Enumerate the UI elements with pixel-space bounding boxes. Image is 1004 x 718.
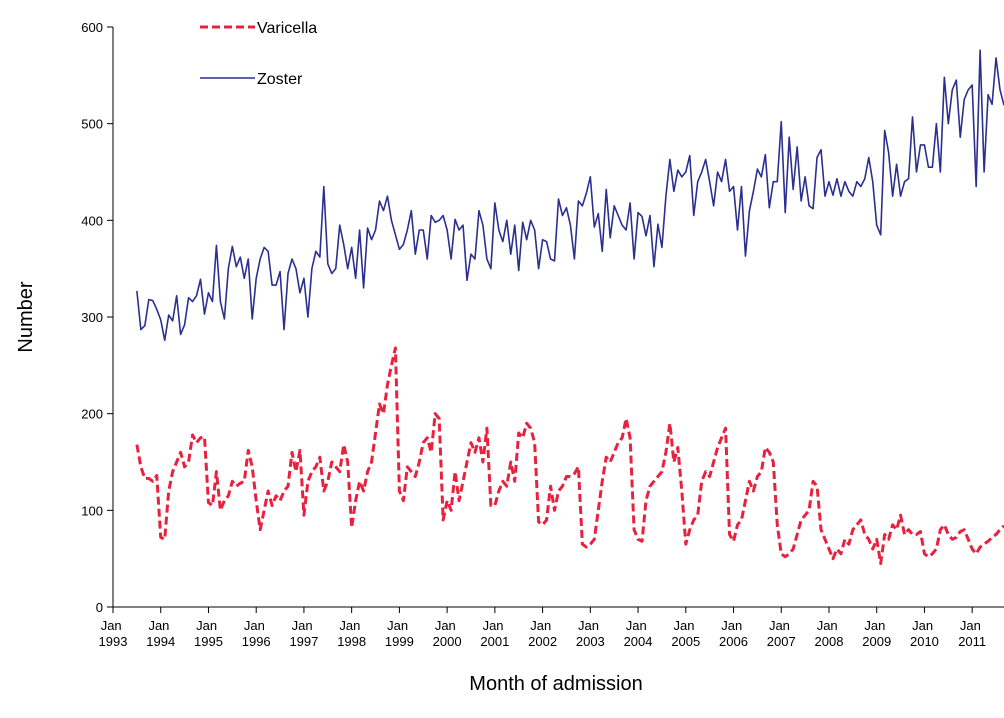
y-axis-title: Number xyxy=(15,281,37,352)
x-tick-label: Jan 2010 xyxy=(910,618,939,649)
x-tick-label: Jan 1993 xyxy=(99,618,128,649)
x-tick-label: Jan 2002 xyxy=(528,618,557,649)
x-tick-label: Jan 1994 xyxy=(146,618,175,649)
x-tick-label: Jan 2003 xyxy=(576,618,605,649)
x-tick-label: Jan 2004 xyxy=(624,618,653,649)
series-line xyxy=(136,49,1004,341)
x-axis-title: Month of admission xyxy=(469,673,642,695)
y-tick-label: 400 xyxy=(81,213,103,228)
legend-label: Zoster xyxy=(257,71,303,88)
x-tick-label: Jan 2006 xyxy=(719,618,748,649)
x-tick-label: Jan 1997 xyxy=(289,618,318,649)
y-tick-label: 500 xyxy=(81,117,103,132)
x-tick-label: Jan 2000 xyxy=(433,618,462,649)
y-tick-label: 0 xyxy=(96,600,103,615)
y-tick-label: 200 xyxy=(81,407,103,422)
x-tick-label: Jan 1996 xyxy=(242,618,271,649)
x-tick-label: Jan 2007 xyxy=(767,618,796,649)
x-tick-label: Jan 2008 xyxy=(815,618,844,649)
x-tick-label: Jan 1998 xyxy=(337,618,366,649)
x-tick-label: Jan 2001 xyxy=(480,618,509,649)
series-line xyxy=(135,346,1004,565)
y-tick-label: 100 xyxy=(81,503,103,518)
x-tick-label: Jan 2009 xyxy=(862,618,891,649)
y-tick-label: 300 xyxy=(81,310,103,325)
x-tick-label: Jan 1995 xyxy=(194,618,223,649)
x-tick-label: Jan 2011 xyxy=(958,618,986,649)
x-tick-label: Jan 1999 xyxy=(385,618,414,649)
legend-label: Varicella xyxy=(257,20,317,37)
y-tick-label: 600 xyxy=(81,20,103,35)
x-tick-label: Jan 2005 xyxy=(671,618,700,649)
